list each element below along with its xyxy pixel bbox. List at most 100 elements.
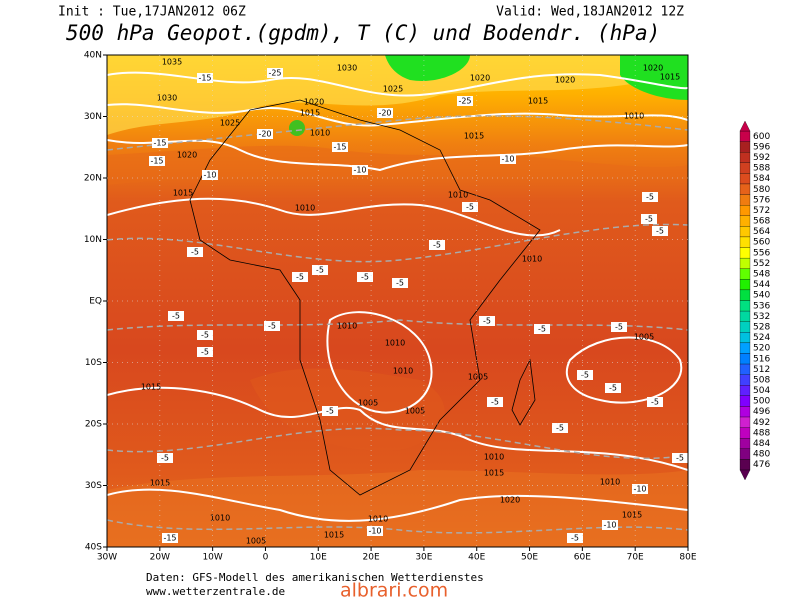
colorbar-label: 508 bbox=[753, 375, 770, 385]
colorbar-label: 512 bbox=[753, 365, 770, 375]
temperature-box bbox=[267, 68, 283, 78]
isotherms bbox=[107, 115, 688, 534]
color-swatch bbox=[739, 353, 751, 365]
color-swatch bbox=[739, 385, 751, 396]
low-core bbox=[289, 120, 305, 136]
lat-label: 10S bbox=[85, 358, 102, 368]
temperature-box bbox=[292, 272, 308, 282]
pressure-label: 1020 bbox=[643, 64, 663, 73]
temperature-box bbox=[552, 423, 568, 433]
color-swatch bbox=[739, 374, 751, 386]
temperature-box bbox=[202, 170, 218, 180]
colorbar-label: 536 bbox=[753, 301, 770, 311]
temperature-box bbox=[641, 214, 657, 224]
color-swatch bbox=[739, 321, 751, 333]
temperature-box bbox=[257, 129, 273, 139]
lon-label: 0 bbox=[263, 553, 269, 563]
lon-label: 40E bbox=[468, 553, 485, 563]
lon-label: 30E bbox=[415, 553, 432, 563]
colorbar-label: 500 bbox=[753, 397, 770, 407]
color-swatch bbox=[739, 363, 751, 375]
temperature-label: -15 bbox=[198, 74, 211, 83]
temperature-label: -5 bbox=[615, 323, 623, 332]
temperature-box bbox=[197, 347, 213, 357]
temperature-label: -10 bbox=[603, 521, 616, 530]
pressure-label: 1010 bbox=[337, 322, 357, 331]
temperature-label: -15 bbox=[333, 143, 346, 152]
lon-label: 30W bbox=[97, 553, 117, 563]
valid-time: Valid: Wed,18JAN2012 12Z bbox=[496, 5, 684, 20]
low-core bbox=[385, 55, 470, 81]
temperature-label: -5 bbox=[201, 348, 209, 357]
colorbar-label: 540 bbox=[753, 291, 770, 301]
temperature-label: -5 bbox=[396, 279, 404, 288]
colorbar-label: 564 bbox=[753, 227, 770, 237]
website: www.wetterzentrale.de bbox=[146, 585, 285, 598]
lat-label: 40N bbox=[84, 51, 102, 61]
colorbar-label: 560 bbox=[753, 238, 770, 248]
color-swatch bbox=[739, 427, 751, 439]
pressure-label: 1015 bbox=[464, 132, 484, 141]
pressure-label: 1020 bbox=[470, 74, 490, 83]
temperature-box bbox=[611, 322, 627, 332]
colorbar-label: 520 bbox=[753, 344, 770, 354]
temperature-label: -5 bbox=[191, 248, 199, 257]
lon-label: 80E bbox=[679, 553, 696, 563]
color-swatch bbox=[739, 152, 751, 163]
pressure-label: 1005 bbox=[468, 373, 488, 382]
pressure-label: 1015 bbox=[528, 97, 548, 106]
color-swatch bbox=[739, 310, 751, 322]
coastline bbox=[511, 358, 536, 426]
colorbar-label: 592 bbox=[753, 153, 770, 163]
temperature-label: -5 bbox=[201, 331, 209, 340]
colorbar-arrow bbox=[739, 120, 751, 132]
temperature-label: -5 bbox=[161, 454, 169, 463]
temperature-box bbox=[264, 321, 280, 331]
temperature-label: -5 bbox=[433, 241, 441, 250]
temperature-box bbox=[322, 406, 338, 416]
pressure-label: 1025 bbox=[383, 85, 403, 94]
temperature-label: -10 bbox=[203, 171, 216, 180]
pressure-label: 1015 bbox=[622, 511, 642, 520]
temperature-box bbox=[187, 247, 203, 257]
colorbar-label: 544 bbox=[753, 280, 770, 290]
temperature-label: -10 bbox=[633, 485, 646, 494]
temperature-label: -5 bbox=[466, 203, 474, 212]
colorbar-label: 584 bbox=[753, 174, 770, 184]
lon-label: 60E bbox=[574, 553, 591, 563]
pressure-label: 1015 bbox=[173, 189, 193, 198]
low-core bbox=[620, 55, 688, 100]
lon-label: 20E bbox=[363, 553, 380, 563]
temperature-box bbox=[602, 520, 618, 530]
temperature-label: -5 bbox=[581, 371, 589, 380]
colorbar-label: 548 bbox=[753, 270, 770, 280]
pressure-label: 1010 bbox=[624, 112, 644, 121]
data-source: Daten: GFS-Modell des amerikanischen Wet… bbox=[146, 571, 484, 584]
pressure-label: 1010 bbox=[210, 514, 230, 523]
colorbar-label: 556 bbox=[753, 248, 770, 258]
color-swatch bbox=[739, 268, 751, 280]
temperature-box bbox=[392, 278, 408, 288]
lon-label: 10E bbox=[310, 553, 327, 563]
temperature-box bbox=[479, 316, 495, 326]
colorbar-arrow bbox=[739, 469, 751, 481]
lat-label: 40S bbox=[85, 543, 102, 553]
temperature-label: -5 bbox=[296, 273, 304, 282]
temperature-label: -20 bbox=[258, 130, 271, 139]
pressure-label: 1035 bbox=[162, 58, 182, 67]
pressure-label: 1015 bbox=[484, 469, 504, 478]
init-time: Init : Tue,17JAN2012 06Z bbox=[58, 5, 246, 20]
color-swatch bbox=[739, 173, 751, 185]
colorbar-label: 600 bbox=[753, 132, 770, 142]
temperature-box bbox=[377, 108, 393, 118]
color-swatch bbox=[739, 247, 751, 259]
pressure-label: 1005 bbox=[405, 407, 425, 416]
pressure-label: 1015 bbox=[300, 109, 320, 118]
pressure-label: 1005 bbox=[358, 399, 378, 408]
watermark: albrari.com bbox=[340, 580, 448, 600]
temperature-label: -10 bbox=[368, 527, 381, 536]
temperature-box bbox=[632, 484, 648, 494]
color-swatch bbox=[739, 215, 751, 227]
temperature-label: -5 bbox=[326, 407, 334, 416]
